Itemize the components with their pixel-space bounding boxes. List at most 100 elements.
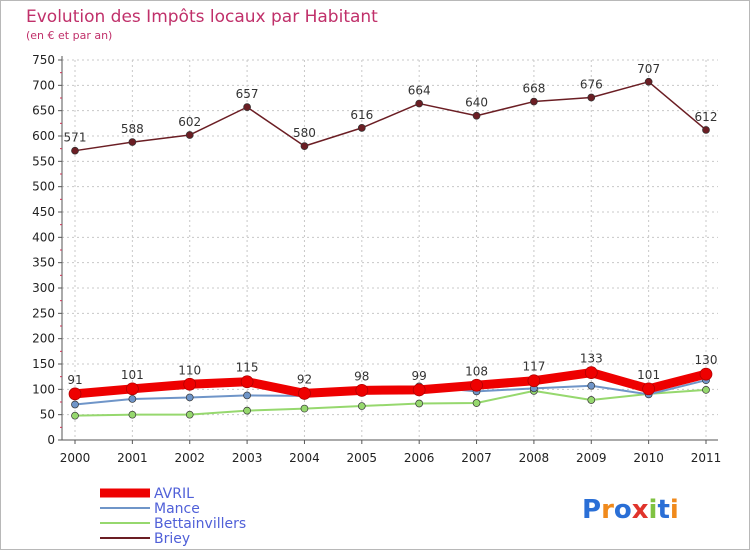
data-point-avril [584,366,598,379]
y-tick-label: 0 [47,433,55,447]
x-tick-label: 2002 [174,451,205,465]
data-point-mance [243,391,251,400]
data-label-briey: 612 [695,110,718,124]
data-point-briey [587,93,596,102]
data-label-briey: 602 [178,115,201,129]
proxiti-logo-text: Proxiti [582,495,679,525]
series-line-briey [74,81,707,152]
data-label-briey: 676 [580,77,603,91]
data-point-mance [128,395,137,403]
x-tick-label: 2006 [404,451,435,465]
data-point-bettainvillers [587,396,596,404]
data-point-briey [128,138,137,146]
data-point-bettainvillers [472,399,481,407]
data-label-briey: 580 [293,126,316,140]
data-point-briey [702,126,710,134]
data-point-briey [300,142,309,150]
data-label-briey: 668 [522,82,545,96]
data-point-avril [412,383,426,397]
y-tick-label: 650 [32,104,55,118]
legend-label-briey: Briey [154,531,190,547]
data-point-mance [587,381,596,390]
data-point-avril [240,375,254,389]
data-point-bettainvillers [128,410,137,419]
data-label-avril: 98 [354,369,369,383]
y-tick-label: 150 [32,357,55,371]
data-point-briey [472,111,481,120]
data-point-bettainvillers [185,410,194,419]
x-tick-label: 2001 [117,451,148,465]
logo-letter: P [582,495,601,525]
x-tick-labels: 2000 2001 2002 2003 2004 2005 2006 2007 2008 2009… [60,451,722,465]
data-point-briey [415,99,424,108]
data-point-avril [470,378,483,392]
logo-letter: i [670,495,679,525]
data-label-briey: 588 [121,122,144,136]
data-point-avril [298,387,311,400]
data-label-avril: 101 [121,368,144,382]
y-tick-label: 700 [32,78,55,92]
logo-letter: i [649,495,658,525]
data-point-briey [530,97,538,106]
data-point-bettainvillers [243,406,251,415]
y-tick-label: 50 [40,408,55,422]
data-point-avril [68,387,82,401]
series-lines [68,77,713,420]
logo-letter: o [614,495,632,525]
y-tick-label: 550 [32,154,55,168]
axes [58,56,718,444]
legend-label-avril: AVRIL [154,486,194,502]
data-labels: 91 101 110 115 92 98 99 108 117 133 101 130 571 588 60… [64,62,718,387]
x-tick-label: 2004 [289,451,320,465]
legend-label-bettainvillers: Bettainvillers [154,516,246,532]
logo-letter: r [601,495,614,525]
y-tick-label: 100 [32,382,55,396]
data-point-bettainvillers [357,402,366,410]
data-label-avril: 110 [178,363,201,377]
logo-letter: t [657,495,669,525]
y-tick-label: 750 [32,53,55,67]
series-line-bettainvillers [74,388,707,417]
data-label-briey: 616 [350,108,373,122]
data-label-avril: 130 [695,353,718,367]
y-tick-label: 500 [32,180,55,194]
data-point-bettainvillers [71,411,79,420]
data-point-briey [644,77,653,86]
x-tick-label: 2008 [519,451,550,465]
data-point-briey [357,124,366,132]
data-point-mance [185,393,194,402]
proxiti-logo: Proxiti [582,495,679,525]
data-label-avril: 101 [637,368,660,382]
data-label-briey: 707 [637,62,660,76]
y-tick-label: 600 [32,129,55,143]
data-label-avril: 117 [522,360,545,374]
data-point-avril [642,382,655,396]
data-point-bettainvillers [300,404,309,413]
y-tick-label: 400 [32,230,55,244]
data-point-avril [126,382,139,396]
y-tick-label: 450 [32,205,55,219]
y-tick-labels: 0 50 100 150 200 250 300 350 400 450 500 550 600 650 7… [32,53,55,447]
x-tick-label: 2007 [461,451,492,465]
x-tick-label: 2005 [347,451,378,465]
data-point-briey [185,131,194,139]
x-tick-label: 2003 [232,451,263,465]
data-point-briey [243,103,251,111]
data-point-briey [71,146,79,155]
chart-subtitle: (en € et par an) [26,29,112,42]
data-point-avril [527,374,541,388]
x-tick-label: 2009 [576,451,607,465]
data-label-avril: 99 [412,369,427,383]
data-label-avril: 115 [236,361,259,375]
y-tick-label: 300 [32,281,55,295]
series-line-avril [74,368,708,399]
y-tick-label: 200 [32,332,55,346]
y-tick-label: 350 [32,256,55,270]
data-label-briey: 664 [408,84,431,98]
data-point-bettainvillers [702,385,710,394]
logo-letter: x [632,495,649,525]
data-point-avril [699,367,713,381]
